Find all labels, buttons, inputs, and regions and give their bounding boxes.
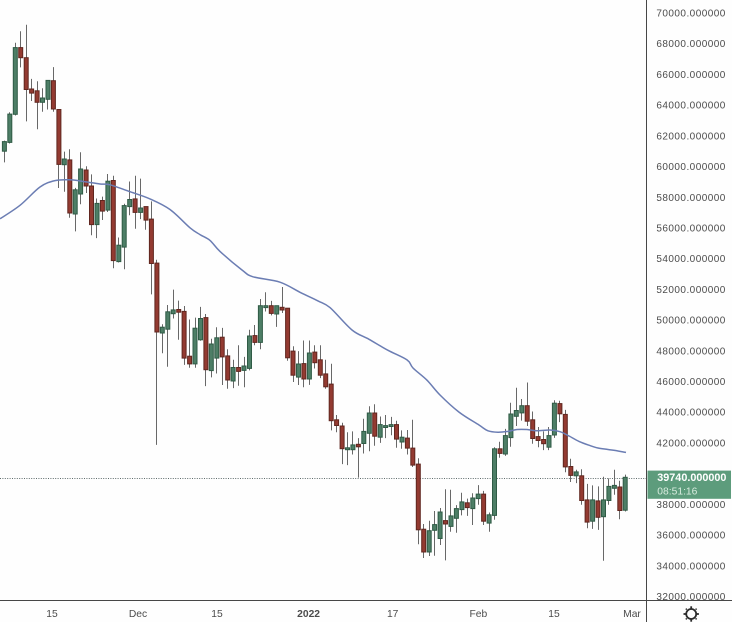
svg-text:08:51:16: 08:51:16 <box>657 487 697 498</box>
svg-text:38000.000000: 38000.000000 <box>656 500 725 511</box>
svg-text:62000.000000: 62000.000000 <box>656 131 725 142</box>
svg-text:52000.000000: 52000.000000 <box>656 285 725 296</box>
svg-text:64000.000000: 64000.000000 <box>656 101 725 112</box>
svg-text:Mar: Mar <box>623 609 641 620</box>
svg-text:2022: 2022 <box>297 609 320 620</box>
svg-text:54000.000000: 54000.000000 <box>656 254 725 265</box>
svg-text:44000.000000: 44000.000000 <box>656 408 725 419</box>
svg-text:58000.000000: 58000.000000 <box>656 193 725 204</box>
svg-text:39740.000000: 39740.000000 <box>657 472 726 484</box>
svg-text:70000.000000: 70000.000000 <box>656 9 725 20</box>
svg-text:34000.000000: 34000.000000 <box>656 561 725 572</box>
svg-text:15: 15 <box>548 609 560 620</box>
svg-text:32000.000000: 32000.000000 <box>656 592 725 603</box>
svg-text:46000.000000: 46000.000000 <box>656 377 725 388</box>
svg-text:17: 17 <box>387 609 399 620</box>
svg-text:Dec: Dec <box>129 609 147 620</box>
svg-text:48000.000000: 48000.000000 <box>656 346 725 357</box>
svg-text:Feb: Feb <box>470 609 488 620</box>
svg-text:15: 15 <box>46 609 58 620</box>
svg-text:50000.000000: 50000.000000 <box>656 316 725 327</box>
svg-text:66000.000000: 66000.000000 <box>656 70 725 81</box>
svg-text:60000.000000: 60000.000000 <box>656 162 725 173</box>
svg-text:42000.000000: 42000.000000 <box>656 438 725 449</box>
svg-text:56000.000000: 56000.000000 <box>656 224 725 235</box>
svg-text:36000.000000: 36000.000000 <box>656 531 725 542</box>
svg-text:15: 15 <box>211 609 223 620</box>
svg-text:68000.000000: 68000.000000 <box>656 39 725 50</box>
